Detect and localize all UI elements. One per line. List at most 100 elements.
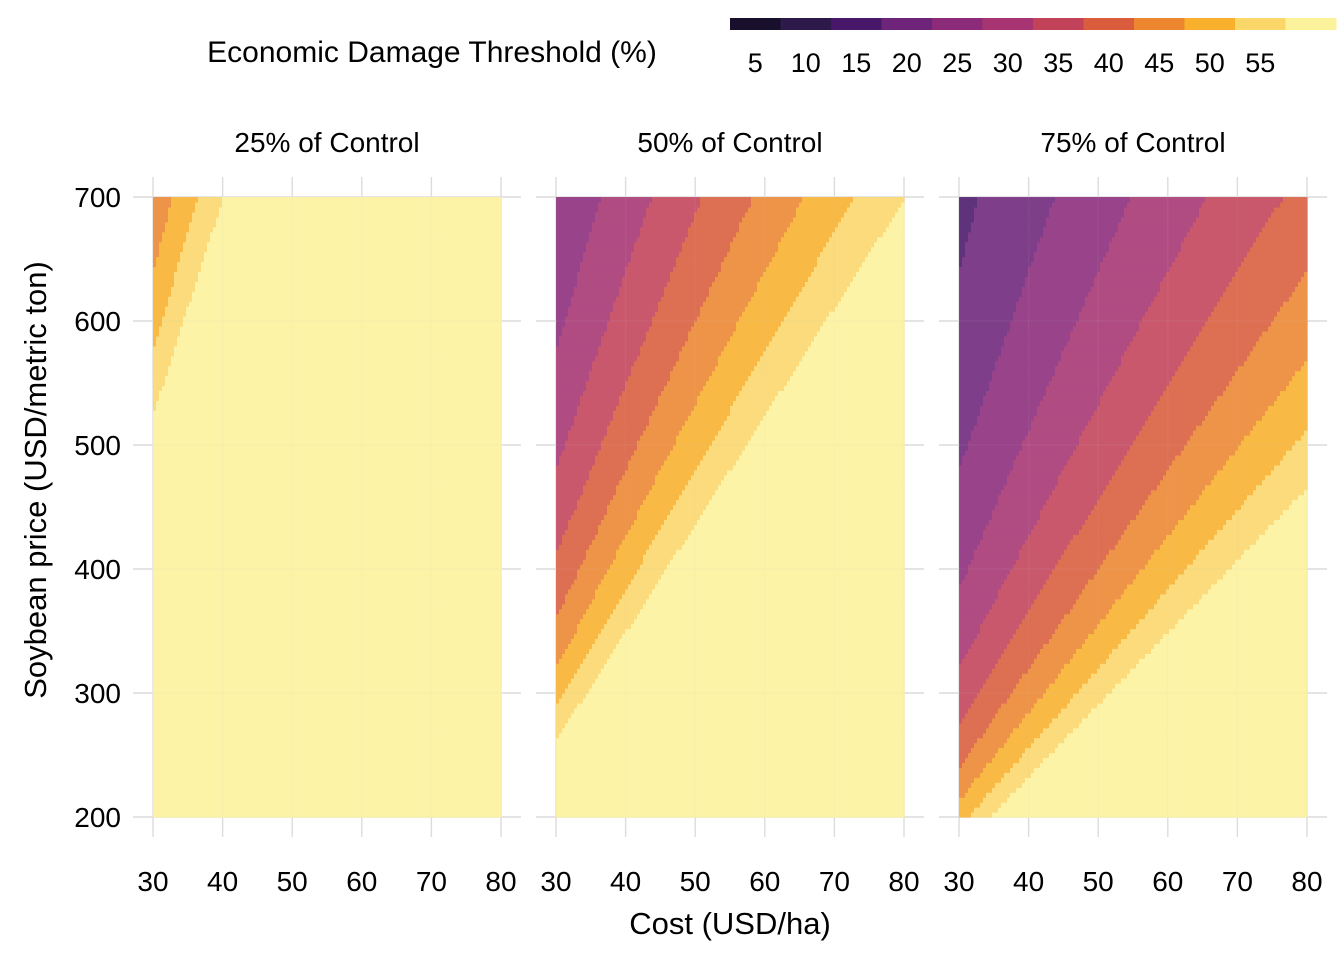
heat-cell xyxy=(153,226,157,233)
heat-cell xyxy=(189,350,193,357)
heat-cell xyxy=(183,549,187,555)
heat-cell xyxy=(156,321,160,327)
heat-cell xyxy=(189,737,193,744)
heat-cell xyxy=(165,559,169,565)
heat-cell xyxy=(168,271,172,277)
heat-cell xyxy=(153,306,157,312)
heat-cell xyxy=(171,335,175,342)
heat-cell xyxy=(159,802,163,808)
heat-cell xyxy=(159,693,163,699)
heat-cell xyxy=(192,732,196,739)
heat-cell xyxy=(186,449,190,456)
heat-cell xyxy=(171,464,175,471)
heat-cell xyxy=(189,564,193,570)
heat-cell xyxy=(162,742,166,749)
heat-cell xyxy=(171,236,175,243)
heat-cell xyxy=(174,658,178,664)
heat-cell xyxy=(180,430,184,436)
heat-cell xyxy=(174,663,178,669)
heat-cell xyxy=(171,573,175,580)
heat-cell xyxy=(153,529,157,535)
heat-cell xyxy=(162,385,166,392)
heat-cell xyxy=(171,454,175,461)
heat-cell xyxy=(189,395,193,401)
heat-cell xyxy=(171,345,175,352)
heat-cell xyxy=(174,291,178,297)
heat-cell xyxy=(177,340,181,347)
heat-cell xyxy=(177,306,181,312)
heat-cell xyxy=(177,618,181,625)
heat-cell xyxy=(177,712,181,719)
heat-cell xyxy=(174,425,178,431)
heat-cell xyxy=(159,390,163,396)
heat-cell xyxy=(165,420,169,426)
heat-cell xyxy=(159,484,163,491)
heat-cell xyxy=(171,395,175,401)
heat-cell xyxy=(165,286,169,292)
heat-cell xyxy=(180,316,184,322)
heat-cell xyxy=(180,678,184,684)
heat-cell xyxy=(159,236,163,243)
heat-cell xyxy=(180,251,184,258)
heat-cell xyxy=(156,554,160,560)
heat-cell xyxy=(162,787,166,793)
heat-cell xyxy=(183,311,187,317)
heat-cell xyxy=(165,246,169,253)
heat-cell xyxy=(153,266,157,272)
heat-cell xyxy=(180,792,184,798)
heat-cell xyxy=(153,683,157,689)
heat-cell xyxy=(174,693,178,699)
heat-cell xyxy=(159,638,163,644)
heat-cell xyxy=(168,474,172,481)
heat-cell xyxy=(177,449,181,456)
heat-cell xyxy=(156,648,160,654)
heat-cell xyxy=(165,549,169,555)
heat-cell xyxy=(153,296,157,302)
heat-cell xyxy=(177,544,181,550)
heat-cell xyxy=(171,306,175,312)
heat-cell xyxy=(156,534,160,540)
heat-cell xyxy=(159,732,163,739)
heat-cell xyxy=(168,231,172,238)
heat-cell xyxy=(159,658,163,664)
heat-cell xyxy=(180,340,184,347)
heat-cell xyxy=(186,380,190,387)
heat-cell xyxy=(156,762,160,768)
heat-cell xyxy=(183,683,187,689)
heat-cell xyxy=(189,529,193,535)
heat-cell xyxy=(174,256,178,263)
heat-cell xyxy=(165,697,169,704)
legend-swatch xyxy=(730,18,781,30)
heat-cell xyxy=(186,643,190,649)
heat-cell xyxy=(183,653,187,659)
heat-cell xyxy=(156,757,160,764)
heat-cell xyxy=(165,435,169,441)
heat-cell xyxy=(153,598,157,605)
heat-cell xyxy=(177,747,181,754)
heat-cell xyxy=(174,216,178,223)
heat-cell xyxy=(165,425,169,431)
heat-cell xyxy=(153,564,157,570)
heat-cell xyxy=(186,608,190,615)
heat-cell xyxy=(177,365,181,372)
heat-cell xyxy=(162,316,166,322)
heat-cell xyxy=(180,494,184,501)
heat-cell xyxy=(183,464,187,471)
heat-cell xyxy=(186,385,190,392)
heat-cell xyxy=(189,335,193,342)
heat-cell xyxy=(189,524,193,530)
heat-cell xyxy=(177,211,181,218)
heat-cell xyxy=(159,370,163,377)
heat-cell xyxy=(177,256,181,263)
heat-cell xyxy=(186,365,190,372)
heat-cell xyxy=(189,440,193,446)
heat-cell xyxy=(171,370,175,377)
heat-cell xyxy=(156,489,160,496)
heat-cell xyxy=(153,216,157,223)
heat-cell xyxy=(162,484,166,491)
heat-cell xyxy=(189,425,193,431)
heat-cell xyxy=(168,757,172,764)
heat-cell xyxy=(189,722,193,729)
heat-cell xyxy=(174,633,178,640)
heat-cell xyxy=(177,380,181,387)
